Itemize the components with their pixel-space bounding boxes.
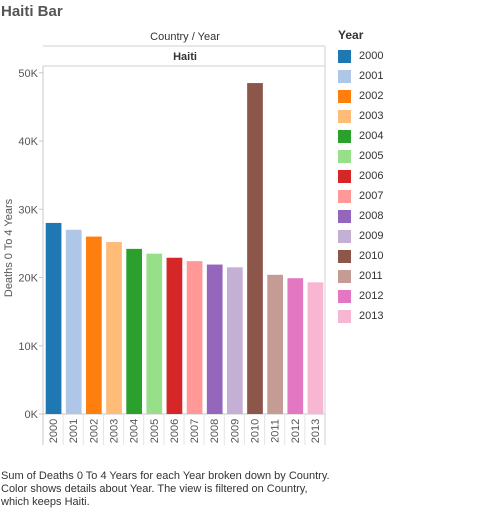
legend-swatch (338, 169, 351, 183)
legend-title: Year (338, 28, 364, 42)
legend-swatch (338, 189, 351, 203)
legend-label: 2005 (359, 150, 384, 162)
x-tick-label: 2003 (109, 419, 121, 443)
legend-label: 2002 (359, 90, 384, 102)
chart-caption: Sum of Deaths 0 To 4 Years for each Year… (1, 470, 330, 508)
legend-swatch (338, 229, 351, 243)
y-axis-label: Deaths 0 To 4 Years (3, 198, 15, 297)
legend-swatch (338, 149, 351, 163)
y-tick-label: 40K (18, 136, 38, 148)
x-tick-label: 2010 (250, 419, 262, 443)
legend-swatch (338, 49, 351, 63)
bar (166, 257, 183, 414)
x-tick-label: 2006 (169, 419, 181, 443)
bar (106, 242, 122, 414)
legend-item[interactable]: 2002 (338, 86, 383, 106)
y-tick-label: 20K (18, 273, 38, 285)
legend-label: 2013 (359, 310, 384, 322)
bar (227, 267, 243, 414)
bar (186, 261, 203, 414)
legend-swatch (338, 269, 351, 283)
bar (65, 229, 82, 414)
legend-item[interactable]: 2001 (338, 66, 383, 86)
x-tick-label: 2013 (310, 419, 322, 443)
legend-label: 2011 (359, 270, 383, 282)
bar (267, 274, 283, 414)
legend-label: 2010 (359, 250, 384, 262)
y-tick-label: 30K (18, 204, 38, 216)
legend-swatch (338, 109, 351, 123)
bar-chart: Country / Year Haiti Deaths 0 To 4 Years… (3, 31, 326, 445)
legend-swatch (338, 249, 351, 263)
legend-swatch (338, 309, 351, 323)
legend-item[interactable]: 2005 (338, 146, 383, 166)
legend-swatch (338, 209, 351, 223)
legend-label: 2012 (359, 290, 384, 302)
y-tick-label: 10K (18, 341, 38, 353)
sheet-title: Haiti Bar (1, 3, 63, 20)
x-tick-label: 2004 (129, 419, 141, 443)
legend-label: 2004 (359, 130, 384, 142)
legend-label: 2001 (359, 70, 384, 82)
legend-item[interactable]: 2008 (338, 206, 383, 226)
legend-label: 2000 (359, 50, 384, 62)
x-tick-label: 2011 (270, 419, 282, 443)
bar (126, 248, 142, 414)
legend-swatch (338, 289, 351, 303)
legend-label: 2009 (359, 230, 384, 242)
legend-item[interactable]: 2003 (338, 106, 383, 126)
legend-item[interactable]: 2004 (338, 126, 383, 146)
column-header: Country / Year (150, 31, 220, 43)
legend-item[interactable]: 2006 (338, 166, 383, 186)
legend-item[interactable]: 2010 (338, 246, 383, 266)
legend-label: 2006 (359, 170, 384, 182)
legend-swatch (338, 129, 351, 143)
bar (86, 236, 102, 414)
pane-label: Haiti (173, 51, 197, 63)
x-tick-label: 2005 (149, 419, 161, 443)
bar (247, 83, 263, 414)
legend-swatch (338, 89, 351, 103)
bar (206, 264, 223, 414)
x-tick-label: 2007 (189, 419, 201, 443)
legend-item[interactable]: 2013 (338, 306, 383, 326)
legend-label: 2007 (359, 190, 384, 202)
bar (45, 222, 62, 414)
bar (287, 278, 304, 414)
legend-item[interactable]: 2012 (338, 286, 383, 306)
x-tick-label: 2009 (229, 419, 241, 443)
legend-label: 2008 (359, 210, 384, 222)
bar (146, 253, 163, 414)
legend-item[interactable]: 2011 (338, 266, 383, 286)
legend-item[interactable]: 2000 (338, 46, 383, 66)
y-tick-label: 50K (18, 68, 38, 80)
x-tick-label: 2012 (290, 419, 302, 443)
legend-label: 2003 (359, 110, 384, 122)
x-tick-label: 2000 (48, 419, 60, 443)
legend-swatch (338, 69, 351, 83)
x-tick-label: 2008 (209, 419, 221, 443)
x-tick-label: 2002 (88, 419, 100, 443)
y-tick-label: 0K (25, 409, 39, 421)
x-tick-label: 2001 (68, 419, 80, 443)
legend: Year 2000 2001 2002 2003 2004 2005 2006 2007 200… (338, 28, 383, 326)
legend-item[interactable]: 2007 (338, 186, 383, 206)
legend-item[interactable]: 2009 (338, 226, 383, 246)
bar (307, 282, 324, 414)
